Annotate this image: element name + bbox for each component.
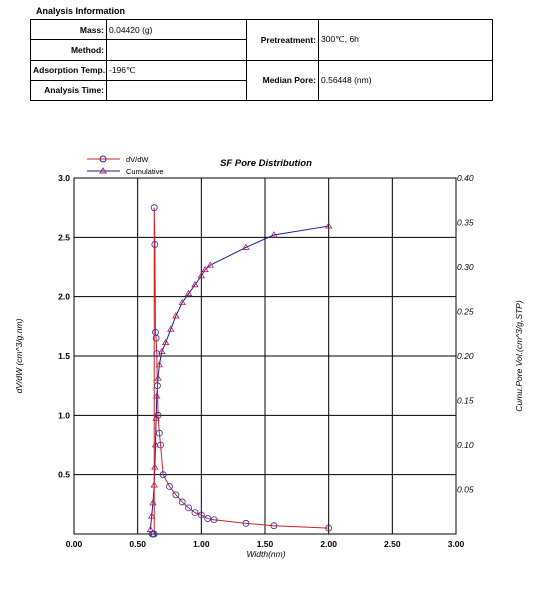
dvdw-point [151,241,159,248]
cumulative-series [146,222,333,532]
legend: dV/dW Cumulative [87,155,164,176]
cumulative-point [191,281,199,288]
cumulative-point [197,272,206,279]
y2-tick-label: 0.05 [457,485,474,495]
dvdw-point [157,441,164,449]
dvdw-point [270,522,278,530]
legend-dvdw-label: dV/dW [126,155,149,164]
median-pore-label: Median Pore: [246,59,319,101]
y-tick-label: 2.0 [58,292,70,302]
y2-tick-label: 0.25 [457,307,474,317]
dvdw-series [148,204,333,538]
dvdw-point [152,334,160,342]
dvdw-point [185,504,193,512]
y-tick-label: 0.5 [58,470,70,480]
y2-tick-label: 0.35 [457,218,474,228]
y-tick-label: 1.5 [58,351,70,361]
analysis-info-table: Mass: 0.04420 (g) Pretreatment: 300℃, 6h… [30,18,493,102]
cumulative-point [201,265,209,273]
y-axis-label: dV/dW (cm^3/g.nm) [14,318,24,393]
x-tick-label: 0.00 [66,539,83,549]
y2-tick-label: 0.30 [457,262,474,272]
cumulative-point [151,463,159,470]
x-tick-label: 2.50 [384,539,401,549]
analysis-information-title: Analysis Information [36,6,126,16]
y2-tick-label: 0.20 [457,351,474,361]
dvdw-point [153,350,161,358]
dvdw-point [197,511,205,519]
cumulative-point [155,361,164,368]
cumulative-point [242,243,250,250]
cumulative-line [149,225,329,530]
dvdw-point [204,515,212,522]
cumulative-point [147,512,156,519]
y2-axis-label: Cumu.Pore Vol.(cm^3/g,STP) [514,300,524,412]
axis-ticks: 0.00 0.50 1.00 1.50 2.00 2.50 3.00 0.5 1.0 1.5 2.0… [58,173,474,549]
x-axis-label: Width(nm) [246,549,285,559]
legend-cumulative-marker [99,167,107,174]
cumulative-point [153,392,161,399]
cumulative-point [178,298,186,306]
x-tick-label: 2.00 [320,539,337,549]
dvdw-point [166,483,173,490]
cumulative-point [184,289,193,297]
y2-tick-label: 0.10 [457,440,474,450]
cumulative-point [154,374,162,381]
cumulative-point [206,261,214,268]
dvdw-point [155,429,163,437]
dvdw-point [172,491,180,499]
dvdw-point [325,524,333,532]
cumulative-point [324,222,333,229]
plot-frame [73,177,457,535]
y2-tick-label: 0.15 [457,396,474,406]
dvdw-point [150,204,158,212]
y-tick-label: 1.0 [58,410,70,420]
dvdw-point [242,519,250,527]
cumulative-point [167,325,175,332]
legend-dvdw-marker [99,155,107,163]
analysis-time-value [106,79,247,102]
dvdw-point [154,411,162,419]
dvdw-point [154,382,161,390]
dvdw-point [210,516,218,524]
dvdw-point [191,509,199,517]
chart-title: SF Pore Distribution [220,158,312,169]
dvdw-point [149,530,157,538]
dvdw-line [153,207,329,534]
median-pore-value: 0.56448 (nm) [318,59,493,101]
y-tick-label: 2.5 [58,232,70,242]
dvdw-point [178,498,186,506]
x-tick-label: 1.00 [193,539,210,549]
cumulative-point [270,231,278,238]
cumulative-point [161,338,170,346]
x-tick-label: 3.00 [448,539,465,549]
y2-tick-label: 0.40 [457,173,474,183]
x-tick-label: 0.50 [129,539,146,549]
dvdw-point [159,471,167,479]
pretreatment-label: Pretreatment: [246,19,319,61]
cumulative-point [158,347,166,354]
legend-cumulative-label: Cumulative [126,167,164,176]
chart-grid [74,178,456,534]
x-tick-label: 1.50 [257,539,274,549]
cumulative-point [172,312,180,319]
y-tick-label: 3.0 [58,173,70,183]
